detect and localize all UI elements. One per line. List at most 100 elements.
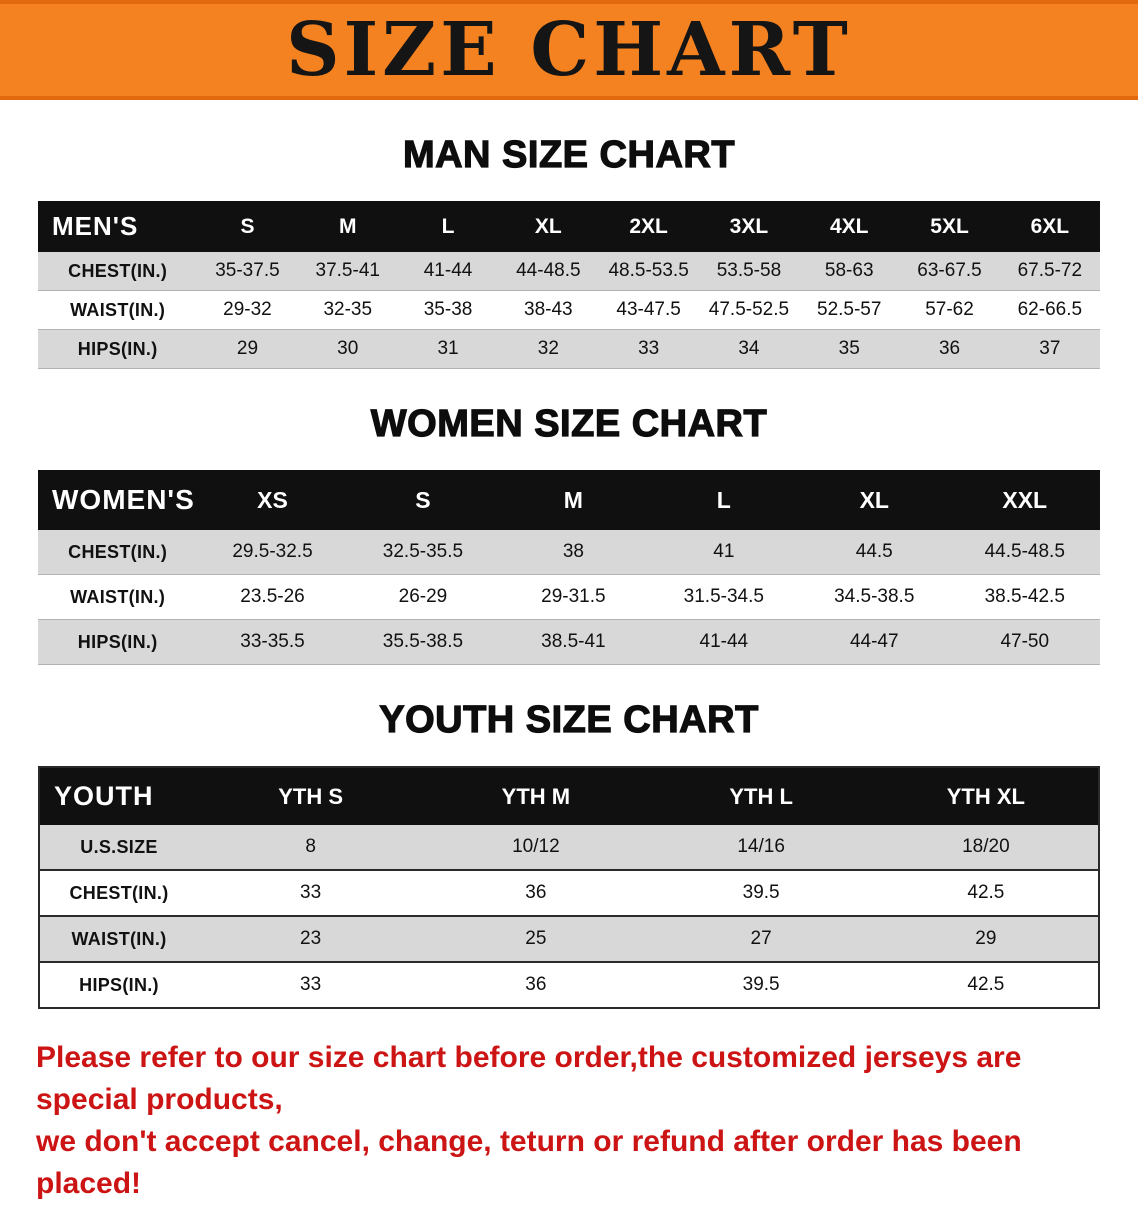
youth-size-table: YOUTH YTH S YTH M YTH L YTH XL U.S.SIZE 8 10/12… <box>38 766 1100 1009</box>
size-value: 36 <box>525 882 547 903</box>
size-value: 41-44 <box>699 631 749 652</box>
row-label: WAIST(IN.) <box>70 299 166 320</box>
table-corner-label: MEN'S <box>38 201 198 252</box>
size-value: 38.5-41 <box>541 631 606 652</box>
size-column-header: M <box>297 201 398 252</box>
size-value: 42.5 <box>967 882 1005 903</box>
size-value: 52.5-57 <box>817 299 882 320</box>
size-column-header: XXL <box>949 470 1100 530</box>
row-label: U.S.SIZE <box>80 836 158 857</box>
size-value: 14/16 <box>737 836 785 857</box>
size-value: 25 <box>525 928 547 949</box>
size-column-header: XL <box>799 470 950 530</box>
size-column-header: YTH M <box>423 767 649 825</box>
size-column-header: L <box>648 470 800 530</box>
size-value: 44-47 <box>849 631 899 652</box>
row-label: CHEST(IN.) <box>68 541 168 562</box>
size-value: 36 <box>525 974 547 995</box>
size-value: 35-37.5 <box>215 260 280 281</box>
size-value: 44.5-48.5 <box>984 541 1065 562</box>
size-value: 33 <box>300 974 322 995</box>
size-value: 47-50 <box>1000 631 1050 652</box>
table-row: HIPS(IN.) 33-35.5 35.5-38.5 38.5-41 41-44 44-… <box>38 619 1100 665</box>
table-row: WAIST(IN.) 23 25 27 29 <box>39 916 1099 962</box>
size-column-header: 4XL <box>799 201 900 252</box>
size-column-header: 6XL <box>999 201 1100 252</box>
size-column-header: S <box>197 201 298 252</box>
table-row: HIPS(IN.) 33 36 39.5 42.5 <box>39 962 1099 1008</box>
size-value: 34 <box>738 338 760 359</box>
size-value: 41 <box>713 541 735 562</box>
size-value: 41-44 <box>423 260 473 281</box>
table-row: WAIST(IN.) 29-32 32-35 35-38 38-43 43-47.5 47.… <box>38 290 1100 330</box>
size-value: 8 <box>305 836 316 857</box>
men-size-table: MEN'S S M L XL 2XL 3XL 4XL 5XL 6XL CHEST(IN.) 35-37… <box>38 201 1100 369</box>
size-value: 30 <box>337 338 359 359</box>
size-value: 34.5-38.5 <box>834 586 915 607</box>
size-value: 42.5 <box>967 974 1005 995</box>
size-column-header: 5XL <box>899 201 1000 252</box>
size-column-header: M <box>498 470 649 530</box>
size-value: 23 <box>300 928 322 949</box>
size-column-header: XS <box>197 470 348 530</box>
table-header-row: MEN'S S M L XL 2XL 3XL 4XL 5XL 6XL <box>38 201 1100 252</box>
size-value: 39.5 <box>742 974 780 995</box>
table-header-row: YOUTH YTH S YTH M YTH L YTH XL <box>39 767 1099 825</box>
women-size-table-section: WOMEN'S XS S M L XL XXL CHEST(IN.) 29.5-32.5 32.5… <box>38 470 1100 665</box>
size-value: 10/12 <box>512 836 560 857</box>
size-value: 31 <box>437 338 459 359</box>
size-value: 37.5-41 <box>315 260 380 281</box>
footer-note-line2: we don't accept cancel, change, teturn o… <box>36 1125 1022 1200</box>
table-row: CHEST(IN.) 35-37.5 37.5-41 41-44 44-48.5 48.5… <box>38 252 1100 291</box>
banner: SIZE CHART <box>0 0 1138 100</box>
row-label: CHEST(IN.) <box>68 260 168 281</box>
size-value: 57-62 <box>925 299 974 320</box>
size-value: 67.5-72 <box>1017 260 1083 281</box>
size-column-header: YTH L <box>648 767 874 825</box>
size-value: 35.5-38.5 <box>382 631 464 652</box>
size-column-header: XL <box>498 201 599 252</box>
size-value: 33-35.5 <box>240 631 305 652</box>
footer-note: Please refer to our size chart before or… <box>36 1037 1120 1205</box>
row-label: CHEST(IN.) <box>69 882 169 903</box>
table-corner-label: YOUTH <box>39 767 198 825</box>
size-column-header: YTH XL <box>873 767 1099 825</box>
youth-size-table-section: YOUTH YTH S YTH M YTH L YTH XL U.S.SIZE 8 10/12… <box>38 766 1100 1009</box>
size-value: 47.5-52.5 <box>708 299 790 320</box>
footer-note-line1: Please refer to our size chart before or… <box>36 1041 1022 1116</box>
size-value: 29-32 <box>223 299 272 320</box>
size-value: 29 <box>236 338 259 359</box>
size-column-header: L <box>397 201 499 252</box>
size-value: 32 <box>537 338 559 359</box>
table-row: HIPS(IN.) 29 30 31 32 33 34 35 36 37 <box>38 329 1100 369</box>
size-column-header: 2XL <box>598 201 699 252</box>
row-label: HIPS(IN.) <box>79 974 159 995</box>
table-row: CHEST(IN.) 33 36 39.5 42.5 <box>39 870 1099 916</box>
size-value: 29.5-32.5 <box>232 541 313 562</box>
size-value: 44.5 <box>855 541 893 562</box>
size-value: 31.5-34.5 <box>683 586 764 607</box>
size-value: 38.5-42.5 <box>984 586 1065 607</box>
section-title-youth: YOUTH SIZE CHART <box>379 698 759 741</box>
row-label: HIPS(IN.) <box>77 338 158 359</box>
size-value: 26-29 <box>398 586 448 607</box>
size-column-header: S <box>347 470 499 530</box>
table-corner-label: WOMEN'S <box>38 470 198 530</box>
size-column-header: YTH S <box>198 767 424 825</box>
size-value: 27 <box>750 928 772 949</box>
size-value: 44-48.5 <box>516 260 581 281</box>
size-value: 48.5-53.5 <box>608 260 689 281</box>
table-row: CHEST(IN.) 29.5-32.5 32.5-35.5 38 41 44.5 44.5… <box>38 530 1100 575</box>
size-value: 62-66.5 <box>1017 299 1083 320</box>
size-value: 29-31.5 <box>541 586 606 607</box>
size-value: 38-43 <box>524 299 573 320</box>
size-value: 32-35 <box>323 299 373 320</box>
table-row: WAIST(IN.) 23.5-26 26-29 29-31.5 31.5-34.5 34… <box>38 574 1100 620</box>
size-value: 53.5-58 <box>716 260 782 281</box>
women-size-table: WOMEN'S XS S M L XL XXL CHEST(IN.) 29.5-32.5 32.5… <box>38 470 1100 665</box>
size-value: 32.5-35.5 <box>382 541 464 562</box>
size-value: 36 <box>938 338 961 359</box>
size-value: 29 <box>975 928 997 949</box>
size-value: 39.5 <box>742 882 780 903</box>
size-value: 43-47.5 <box>616 299 681 320</box>
